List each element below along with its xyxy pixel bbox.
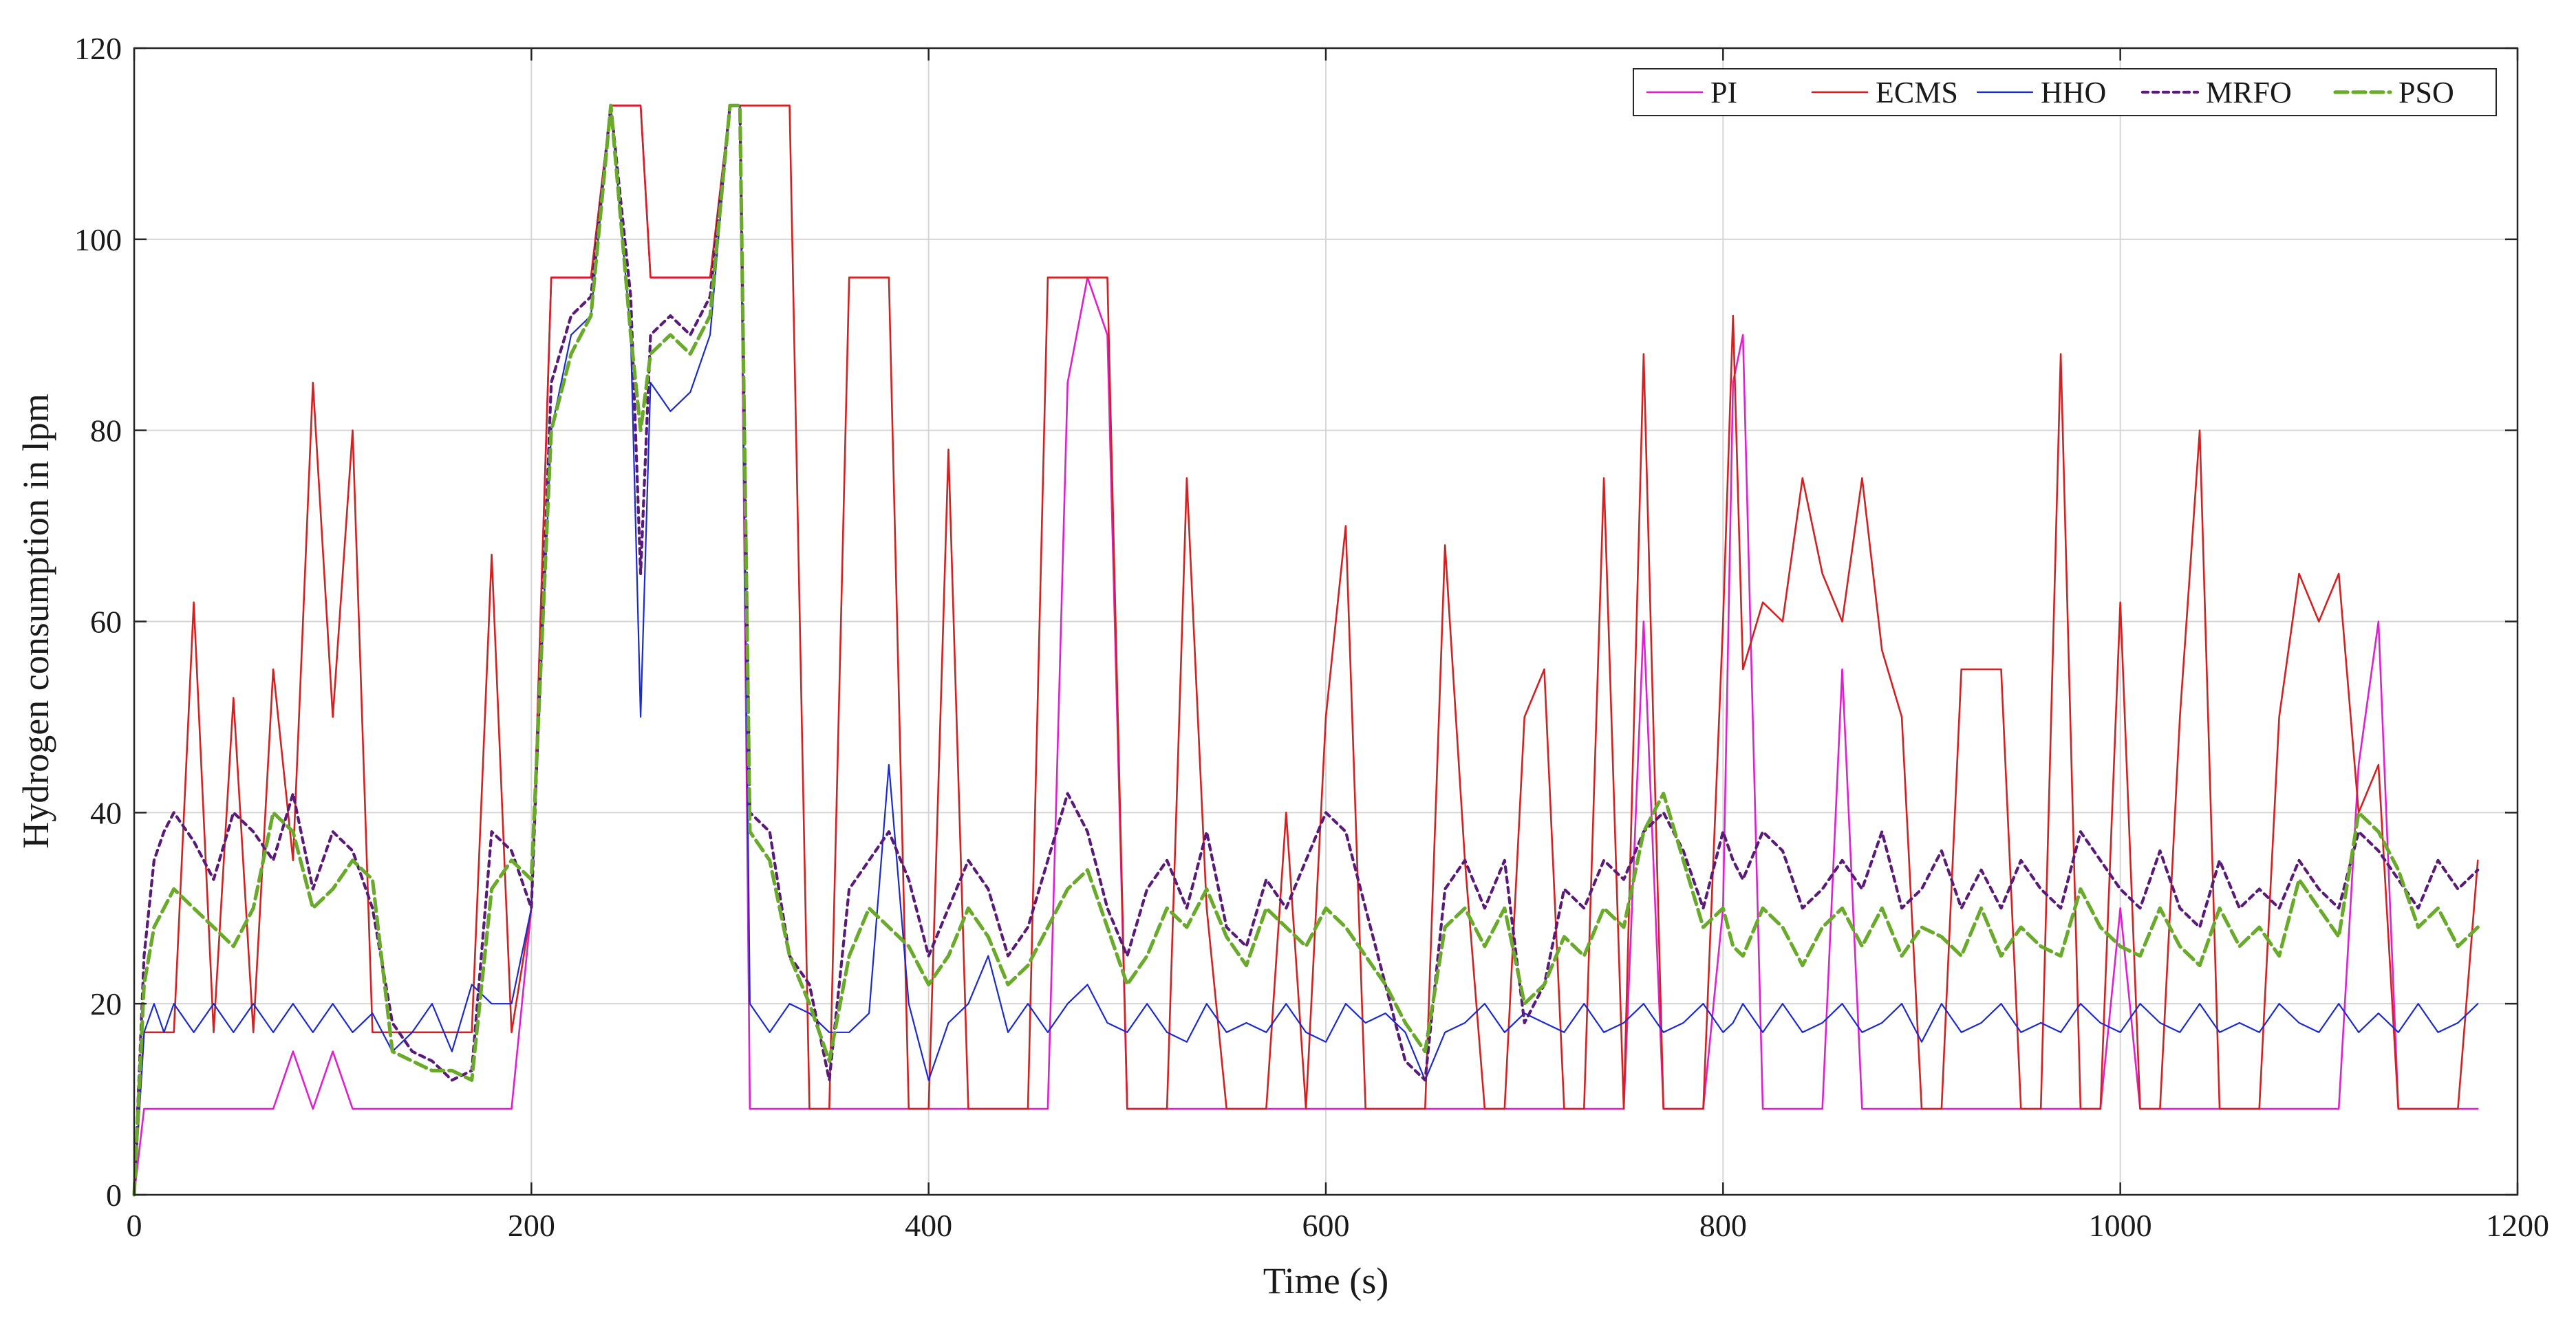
x-tick-label: 200: [508, 1208, 555, 1243]
series-lines: [132, 103, 2480, 1197]
y-tick-label: 40: [90, 795, 122, 830]
series-line-mrfo: [132, 104, 2480, 1197]
x-tick-label: 400: [905, 1208, 952, 1243]
legend-label-pso: PSO: [2398, 76, 2454, 109]
legend-label-pi: PI: [1710, 76, 1737, 109]
series-line-hho: [133, 105, 2479, 1196]
legend-label-ecms: ECMS: [1876, 76, 1958, 109]
y-tick-label: 120: [74, 31, 122, 66]
legend-label-hho: HHO: [2041, 76, 2106, 109]
y-tick-label: 100: [74, 222, 122, 257]
x-tick-label: 1200: [2486, 1208, 2549, 1243]
y-tick-label: 60: [90, 605, 122, 640]
series-line-pso: [132, 103, 2480, 1197]
x-tick-label: 0: [127, 1208, 142, 1243]
x-tick-label: 600: [1302, 1208, 1350, 1243]
y-tick-label: 20: [90, 986, 122, 1021]
x-tick-label: 800: [1699, 1208, 1747, 1243]
x-tick-labels: 0 200 400 600 800 1000 1200: [127, 1208, 2550, 1243]
y-axis-title: Hydrogen consumption in lpm: [15, 393, 56, 848]
legend: PI ECMS HHO MRFO PSO: [1633, 68, 2497, 116]
x-tick-label: 1000: [2089, 1208, 2152, 1243]
series-line-pi: [133, 105, 2479, 1196]
x-axis-title: Time (s): [1263, 1260, 1389, 1301]
legend-label-mrfo: MRFO: [2206, 76, 2292, 109]
axis-ticks: [133, 47, 2519, 1196]
series-line-ecms: [133, 105, 2479, 1196]
y-tick-label: 0: [106, 1178, 122, 1213]
y-tick-labels: 0 20 40 60 80 100 120: [74, 31, 122, 1213]
y-tick-label: 80: [90, 413, 122, 448]
